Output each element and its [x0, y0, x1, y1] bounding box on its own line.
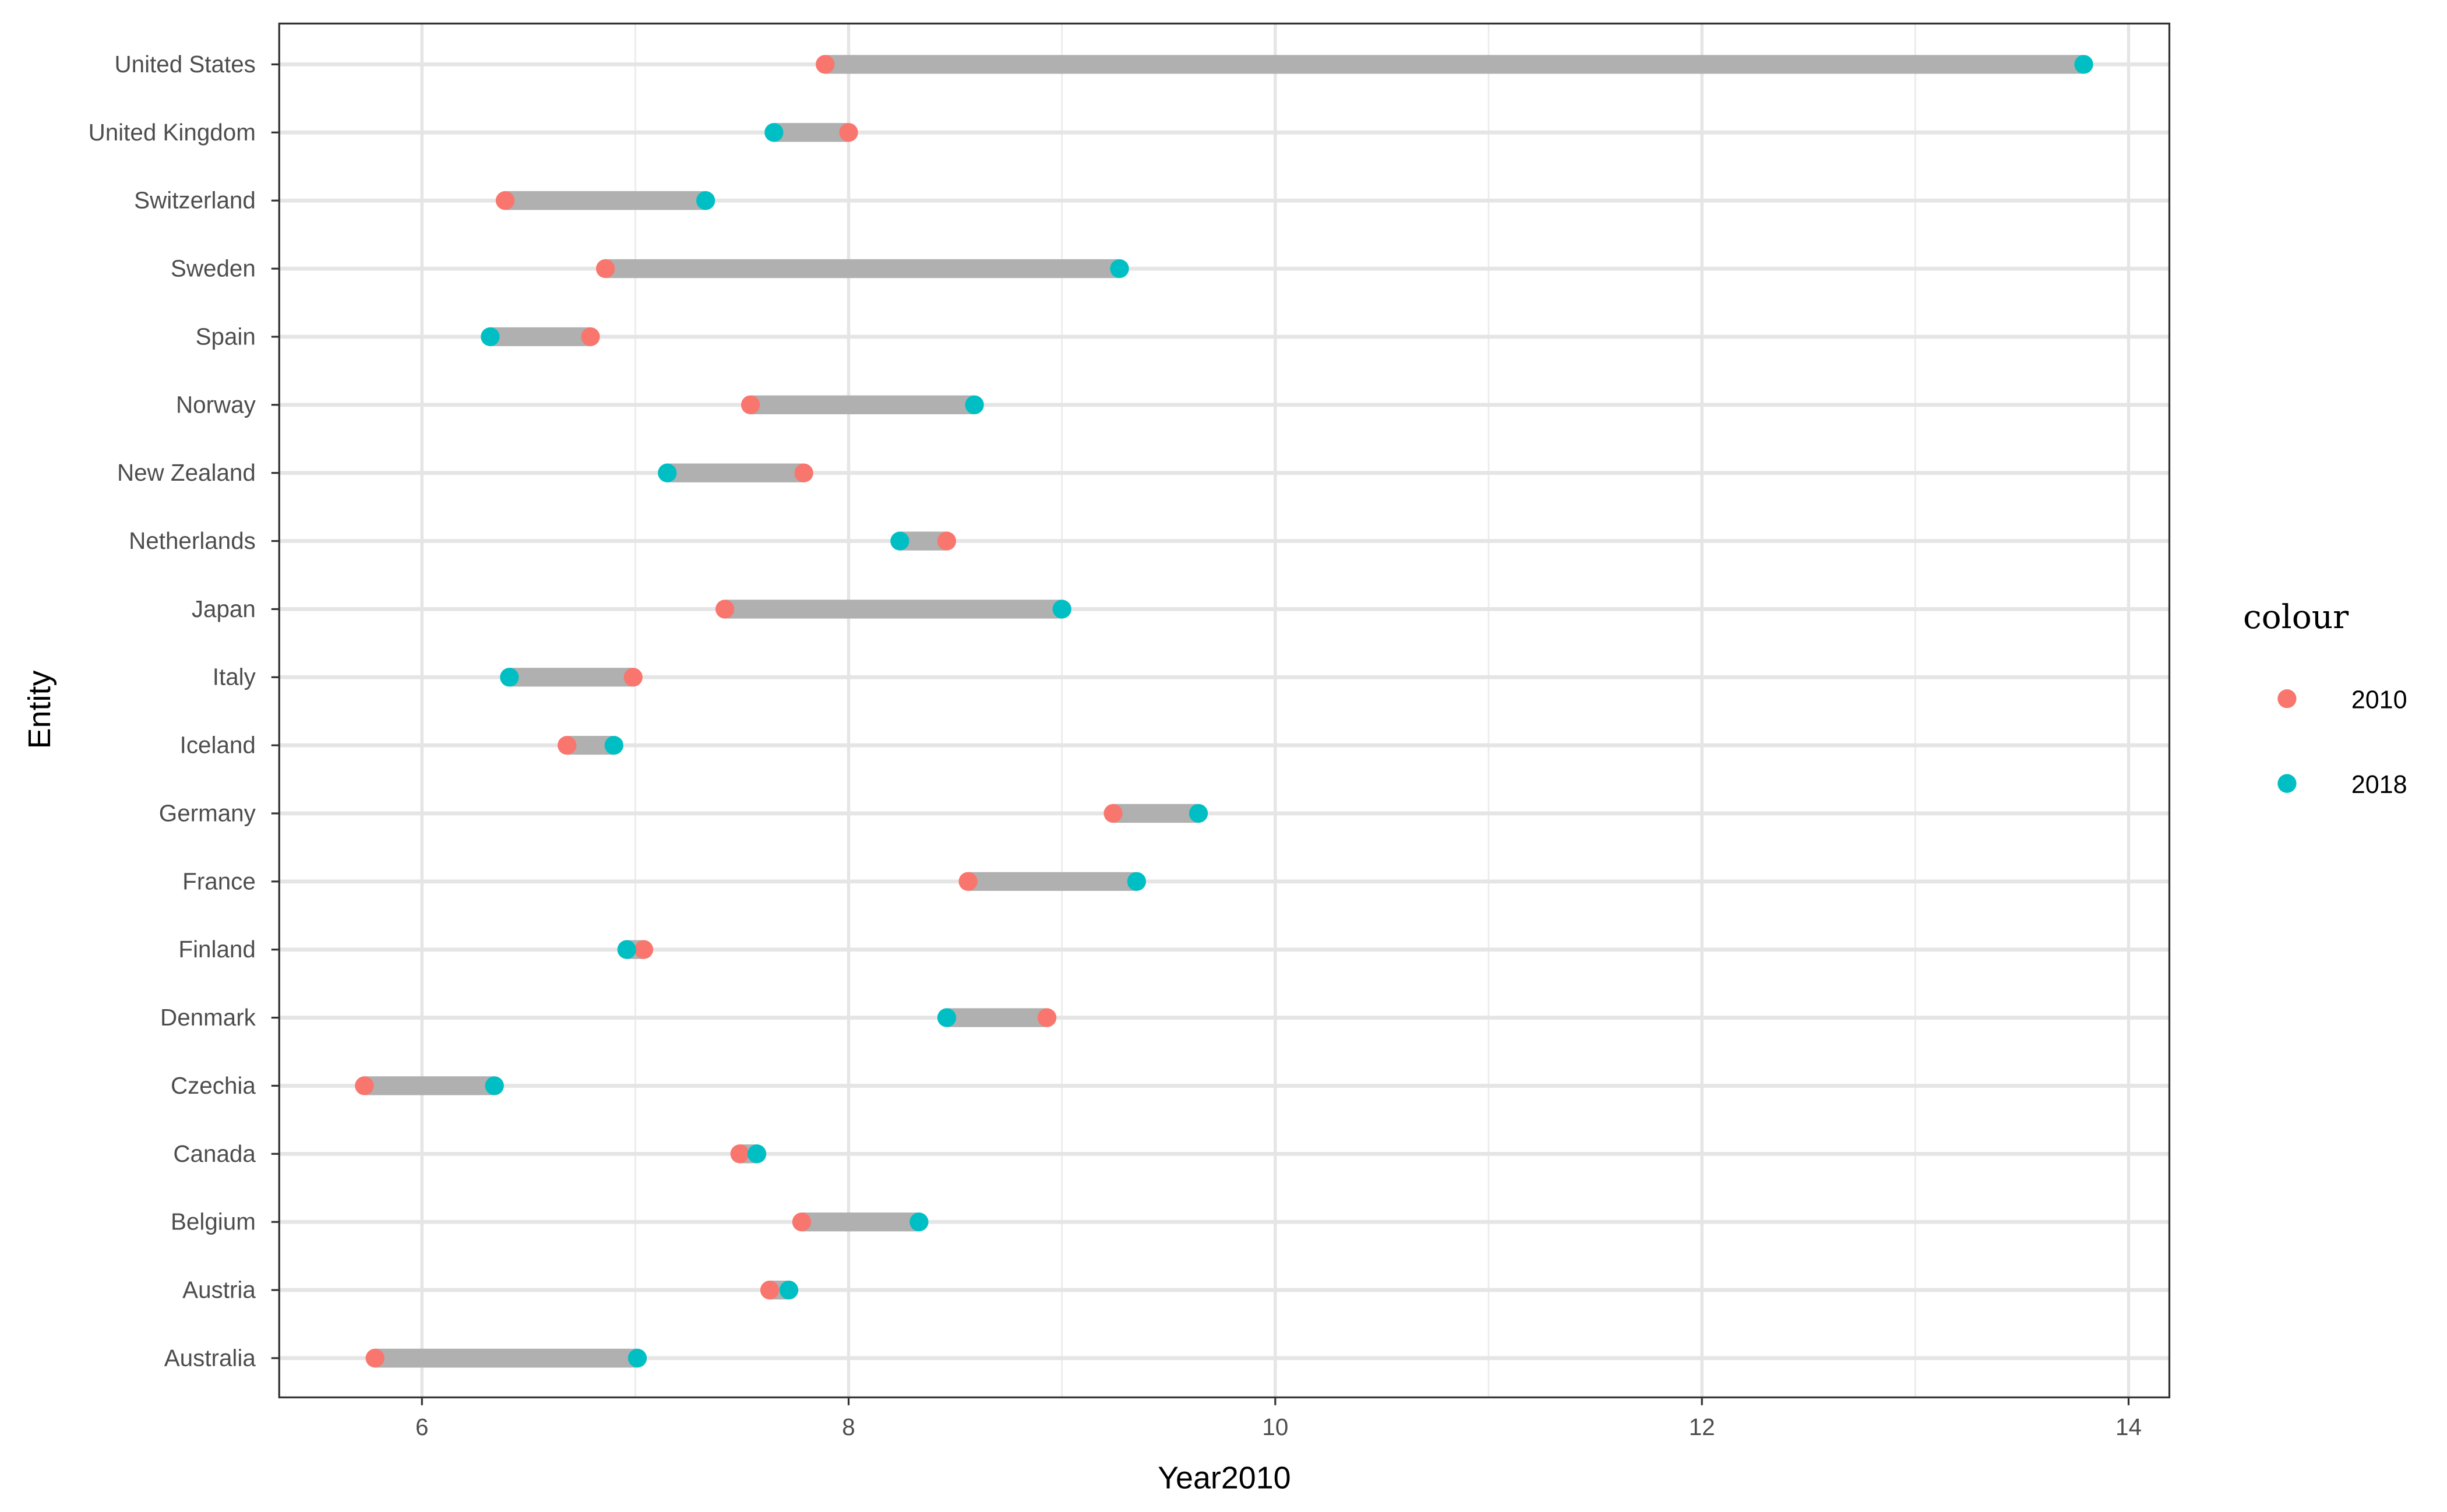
point-2018	[604, 735, 623, 755]
point-2018	[747, 1144, 767, 1164]
point-2010	[495, 191, 515, 210]
y-tick-label: Spain	[196, 323, 256, 350]
point-2018	[658, 463, 677, 482]
point-2018	[909, 1213, 929, 1232]
y-tick-label: New Zealand	[117, 459, 256, 486]
legend-title: colour	[2243, 598, 2349, 636]
point-2018	[764, 123, 784, 142]
x-axis-title: Year2010	[1158, 1461, 1291, 1496]
point-2010	[595, 259, 615, 279]
legend-label-2010: 2010	[2351, 686, 2407, 714]
y-tick-label: Belgium	[171, 1208, 256, 1235]
point-2018	[617, 940, 636, 959]
x-tick-label: 10	[1262, 1414, 1288, 1440]
legend-key-2010	[2277, 689, 2297, 709]
y-axis-title: Entity	[22, 671, 57, 749]
grid	[279, 23, 2170, 1398]
y-tick-label: Norway	[176, 391, 256, 418]
point-2018	[1127, 872, 1146, 891]
point-2010	[816, 55, 835, 74]
point-2018	[890, 531, 909, 551]
point-2018	[627, 1348, 647, 1368]
y-tick-label: Netherlands	[129, 527, 256, 554]
y-tick-label: United States	[114, 51, 255, 77]
point-2018	[937, 1008, 957, 1027]
point-2018	[1189, 803, 1208, 823]
point-2018	[1110, 259, 1129, 279]
point-2010	[623, 668, 643, 687]
legend-key-2018	[2277, 774, 2297, 793]
y-tick-label: Sweden	[171, 255, 256, 282]
y-tick-label: Japan	[192, 595, 256, 622]
point-2010	[365, 1348, 385, 1368]
point-2010	[1103, 803, 1123, 823]
point-2010	[839, 123, 858, 142]
y-tick-label: Canada	[173, 1140, 256, 1167]
point-2010	[937, 531, 957, 551]
legend: colour 2010 2018	[2243, 598, 2407, 799]
point-2010	[634, 940, 654, 959]
x-tick-label: 8	[842, 1414, 855, 1440]
point-2010	[558, 735, 577, 755]
point-2018	[485, 1076, 504, 1095]
y-tick-label: Switzerland	[134, 187, 256, 214]
y-tick-label: Denmark	[160, 1004, 256, 1031]
y-tick-label: Czechia	[171, 1072, 256, 1099]
y-tick-label: Finland	[178, 936, 255, 963]
marks	[355, 55, 2093, 1368]
y-tick-label: France	[182, 868, 256, 894]
y-tick-label: Italy	[213, 664, 256, 690]
y-tick-label: Austria	[182, 1277, 256, 1303]
point-2018	[965, 395, 984, 414]
point-2010	[741, 395, 760, 414]
point-2018	[1052, 600, 1071, 619]
point-2010	[794, 463, 813, 482]
point-2018	[696, 191, 715, 210]
x-tick-label: 6	[415, 1414, 428, 1440]
y-tick-label: United Kingdom	[89, 119, 256, 146]
x-tick-label: 12	[1689, 1414, 1715, 1440]
point-2018	[779, 1280, 799, 1300]
point-2018	[481, 327, 500, 347]
plot-panel-border	[278, 22, 2171, 1398]
point-2010	[715, 600, 735, 619]
point-2010	[355, 1076, 374, 1095]
point-2010	[958, 872, 978, 891]
point-2018	[500, 668, 519, 687]
point-2010	[760, 1280, 780, 1300]
point-2018	[2074, 55, 2093, 74]
y-tick-label: Australia	[164, 1344, 256, 1371]
point-2010	[792, 1213, 812, 1232]
legend-label-2018: 2018	[2351, 771, 2407, 799]
point-2010	[581, 327, 600, 347]
point-2010	[730, 1144, 749, 1164]
x-tick-label: 14	[2115, 1414, 2142, 1440]
y-tick-label: Germany	[159, 799, 256, 826]
axes: 6 8 10 12 14 United States United Kingdom Switz…	[89, 51, 2142, 1440]
point-2010	[1037, 1008, 1057, 1027]
y-tick-label: Iceland	[180, 732, 256, 759]
